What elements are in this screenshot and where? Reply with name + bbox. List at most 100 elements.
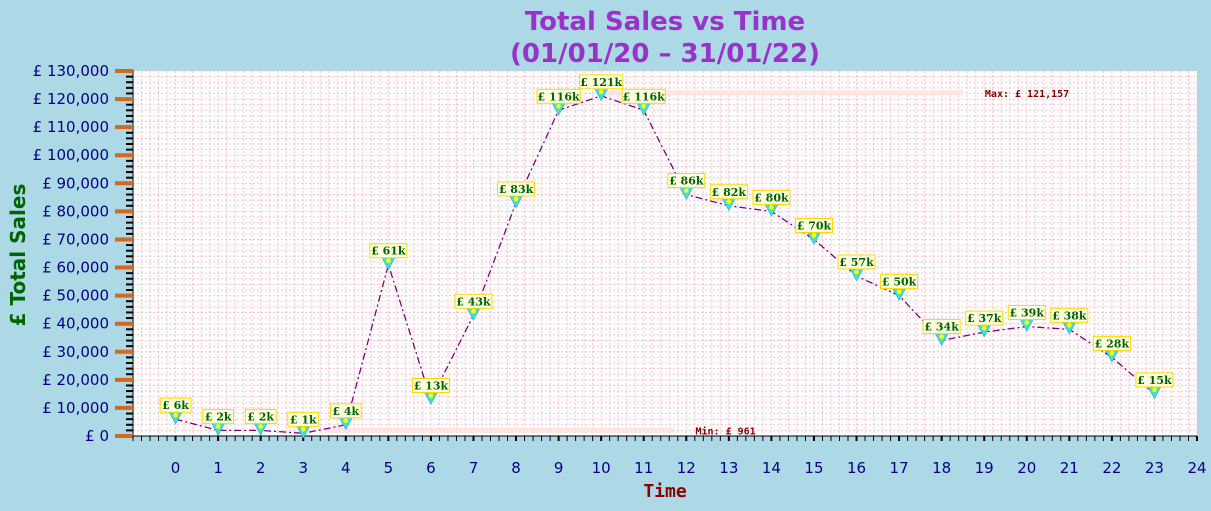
data-label: £ 43k	[456, 295, 491, 308]
data-labels: £ 6k £ 2k £ 2k £ 1k £ 4k £ 61k £ 13k £ 43k £ 83k…	[159, 74, 1174, 427]
data-point-marker-center	[641, 104, 647, 109]
data-label: £ 15k	[1137, 374, 1172, 387]
data-label-box	[1007, 305, 1046, 320]
data-point-marker-center	[896, 289, 902, 294]
data-label: £ 116k	[623, 90, 665, 103]
data-label-box	[369, 243, 408, 259]
data-label: £ 4k	[332, 405, 359, 418]
data-point-marker-center	[556, 104, 561, 109]
series-sales	[168, 87, 1162, 439]
y-tick-label: £ 0	[85, 427, 109, 445]
x-tick-label: 0	[171, 459, 181, 477]
data-label: £ 83k	[499, 183, 534, 196]
data-label: £ 28k	[1095, 337, 1130, 350]
data-label: £ 37k	[967, 312, 1002, 325]
chart-title-line-1: Total Sales vs Time	[525, 7, 805, 37]
data-point-marker-center	[1152, 387, 1157, 393]
x-tick-label: 18	[932, 459, 951, 477]
y-tick-label: £ 30,000	[42, 343, 109, 361]
x-tick-label: 20	[1017, 459, 1036, 477]
data-point-marker-center	[811, 233, 817, 238]
x-tick-label: 6	[426, 459, 436, 477]
data-label: £ 57k	[839, 256, 874, 269]
x-tick-label: 13	[719, 459, 738, 477]
data-label-box	[536, 88, 581, 104]
x-tick-label: 16	[847, 459, 866, 477]
x-tick-label: 22	[1102, 459, 1121, 477]
data-label-box	[752, 189, 791, 205]
x-tick-label: 11	[634, 459, 653, 477]
data-point-marker-center	[386, 258, 391, 264]
x-tick-label: 7	[469, 459, 479, 477]
data-label-box	[244, 408, 277, 424]
data-label-box	[411, 378, 450, 393]
data-label: £ 13k	[414, 380, 449, 393]
data-label: £ 1k	[290, 413, 317, 426]
x-tick-label: 8	[511, 459, 521, 477]
x-tick-label: 24	[1187, 459, 1206, 477]
data-label: £ 70k	[797, 219, 832, 232]
data-label: £ 121k	[580, 76, 622, 89]
data-label-box	[202, 408, 235, 424]
chart-title-line-2: (01/01/20 – 31/01/22)	[510, 39, 820, 69]
y-tick-label: £ 60,000	[42, 259, 109, 277]
data-label: £ 6k	[162, 399, 189, 412]
data-label: £ 82k	[712, 186, 747, 199]
data-label-box	[287, 411, 320, 427]
x-axis: 0 1 2 3 4 5 6 7 8 9 10 11 12 13 14 15 16 17 18 19 20 21 22 23 24	[132, 435, 1207, 477]
data-point-marker-center	[683, 188, 689, 193]
data-label-box	[1135, 372, 1174, 388]
data-label-box	[794, 217, 833, 233]
data-label: £ 38k	[1052, 309, 1087, 322]
data-label: £ 2k	[247, 410, 274, 423]
x-tick-label: 23	[1145, 459, 1164, 477]
data-point-marker-center	[939, 334, 944, 339]
y-tick-label: £ 80,000	[42, 202, 109, 220]
data-point-marker-center	[1067, 323, 1072, 328]
data-label-box	[329, 403, 362, 419]
data-label-box	[880, 274, 919, 290]
x-tick-label: 4	[341, 459, 351, 477]
x-tick-label: 3	[298, 459, 308, 477]
data-point-marker-center	[471, 308, 476, 314]
data-point-marker-center	[343, 418, 349, 424]
y-axis: £ 0 £ 10,000 £ 20,000 £ 30,000 £ 40,000 £ 50,…	[33, 62, 134, 445]
data-point-marker-center	[598, 89, 604, 95]
plot-area	[133, 71, 1197, 436]
x-tick-label: 12	[677, 459, 696, 477]
x-tick-label: 14	[762, 459, 781, 477]
data-label: £ 116k	[538, 90, 580, 103]
data-label-box	[667, 173, 706, 189]
data-point-marker-center	[1024, 320, 1030, 325]
data-point-marker-center	[726, 199, 732, 205]
x-tick-label: 19	[975, 459, 994, 477]
x-tick-label: 2	[256, 459, 266, 477]
data-point-marker-center	[258, 424, 263, 429]
data-label-box	[1092, 335, 1131, 351]
data-label-box	[922, 319, 961, 335]
data-label: £ 80k	[754, 191, 789, 204]
y-axis-label: £ Total Sales	[6, 184, 30, 327]
data-label: £ 39k	[1010, 307, 1045, 320]
y-tick-label: £ 90,000	[42, 174, 109, 192]
y-tick-label: £ 40,000	[42, 315, 109, 333]
data-label-box	[965, 310, 1004, 326]
y-tick-label: £ 20,000	[42, 371, 109, 389]
data-point-marker-center	[981, 325, 987, 331]
y-tick-label: £ 120,000	[33, 90, 109, 108]
x-tick-label: 21	[1060, 459, 1079, 477]
data-point-marker-center	[513, 196, 519, 202]
data-label: £ 50k	[882, 276, 917, 289]
data-label-box	[159, 397, 192, 413]
data-point-marker-center	[854, 269, 859, 275]
x-tick-label: 17	[890, 459, 909, 477]
data-point-marker-center	[1109, 351, 1115, 356]
data-label-box	[1050, 307, 1089, 323]
data-label: £ 86k	[669, 175, 704, 188]
x-tick-label: 1	[213, 459, 223, 477]
data-label-box	[454, 293, 493, 309]
y-tick-label: £ 70,000	[42, 230, 109, 248]
y-tick-label: £ 10,000	[42, 399, 109, 417]
data-label-box	[837, 254, 876, 270]
